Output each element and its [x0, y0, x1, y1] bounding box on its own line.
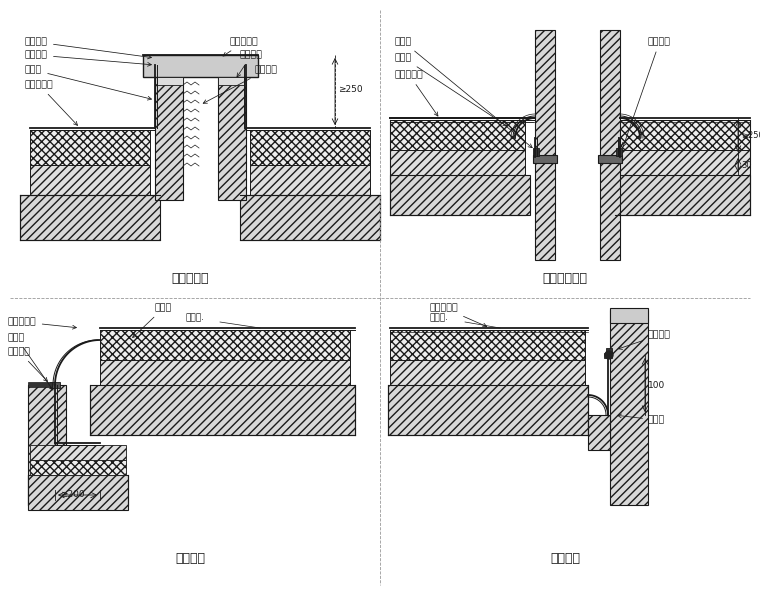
Bar — [390, 150, 525, 175]
Text: 金属箍: 金属箍 — [395, 37, 532, 148]
Bar — [610, 310, 648, 505]
Text: ≥250: ≥250 — [741, 131, 760, 140]
Bar — [28, 385, 66, 505]
Bar — [143, 55, 258, 77]
Text: 伸出屋面管道: 伸出屋面管道 — [543, 271, 587, 284]
Bar — [100, 330, 350, 360]
Text: 混凝土盖板: 混凝土盖板 — [223, 37, 258, 56]
Bar — [606, 348, 612, 356]
Text: 保护层.: 保护层. — [185, 314, 204, 322]
Bar — [600, 30, 620, 260]
Text: 屋面变形缝: 屋面变形缝 — [171, 271, 209, 284]
Bar — [28, 382, 52, 387]
Bar — [218, 75, 246, 200]
Bar — [390, 330, 585, 360]
Text: 水泥钉: 水泥钉 — [618, 414, 665, 424]
Text: 密封材料: 密封材料 — [619, 330, 671, 349]
Bar — [533, 155, 557, 163]
Text: ≥200: ≥200 — [60, 490, 84, 499]
Bar — [30, 460, 126, 475]
Text: 附加层: 附加层 — [395, 54, 507, 126]
Bar — [604, 353, 612, 358]
Bar — [610, 308, 648, 323]
Text: 密封材料: 密封材料 — [8, 347, 47, 381]
Text: 屋面槽口: 屋面槽口 — [550, 552, 580, 565]
Text: 屋面檐沟: 屋面檐沟 — [175, 552, 205, 565]
Bar — [30, 130, 150, 165]
Bar — [155, 75, 183, 200]
Bar — [533, 148, 539, 156]
Bar — [28, 475, 128, 510]
Text: 卷材防水层: 卷材防水层 — [25, 80, 78, 126]
Bar — [390, 120, 525, 150]
Text: 附加层: 附加层 — [25, 65, 151, 100]
Bar — [616, 148, 622, 156]
Bar — [90, 385, 355, 435]
Text: 卷材防水层: 卷材防水层 — [8, 318, 77, 329]
Bar — [390, 360, 585, 385]
Bar — [157, 77, 183, 85]
Bar — [610, 150, 750, 175]
Text: 卷材防水层: 卷材防水层 — [395, 70, 438, 116]
Bar — [610, 175, 750, 215]
Text: 水泥砂浆: 水泥砂浆 — [237, 51, 263, 77]
Text: 附加层: 附加层 — [133, 303, 173, 337]
Circle shape — [605, 351, 613, 359]
Bar — [588, 415, 610, 450]
Text: 水泥钉: 水泥钉 — [8, 334, 53, 390]
Text: 卷材防水层: 卷材防水层 — [430, 303, 486, 327]
Bar — [250, 165, 370, 195]
Bar — [610, 120, 750, 150]
Bar — [218, 77, 244, 85]
Text: 保护层.: 保护层. — [430, 314, 449, 322]
Bar — [535, 30, 555, 260]
Text: 卷材封盖: 卷材封盖 — [25, 51, 151, 66]
Bar — [250, 130, 370, 165]
Bar — [100, 360, 350, 385]
Bar — [390, 175, 530, 215]
Bar — [30, 165, 150, 195]
Bar — [30, 445, 126, 460]
Bar — [50, 382, 60, 388]
Text: 密封材料: 密封材料 — [622, 37, 671, 146]
Bar — [240, 195, 380, 240]
Text: 泡沫塑料: 泡沫塑料 — [203, 65, 278, 104]
Text: 30: 30 — [741, 161, 752, 170]
Bar — [388, 385, 588, 435]
Text: 衬垫材料: 衬垫材料 — [25, 37, 151, 59]
Text: 100: 100 — [648, 380, 665, 390]
Bar — [20, 195, 160, 240]
Text: ≥250: ≥250 — [338, 86, 363, 95]
Bar — [598, 155, 622, 163]
